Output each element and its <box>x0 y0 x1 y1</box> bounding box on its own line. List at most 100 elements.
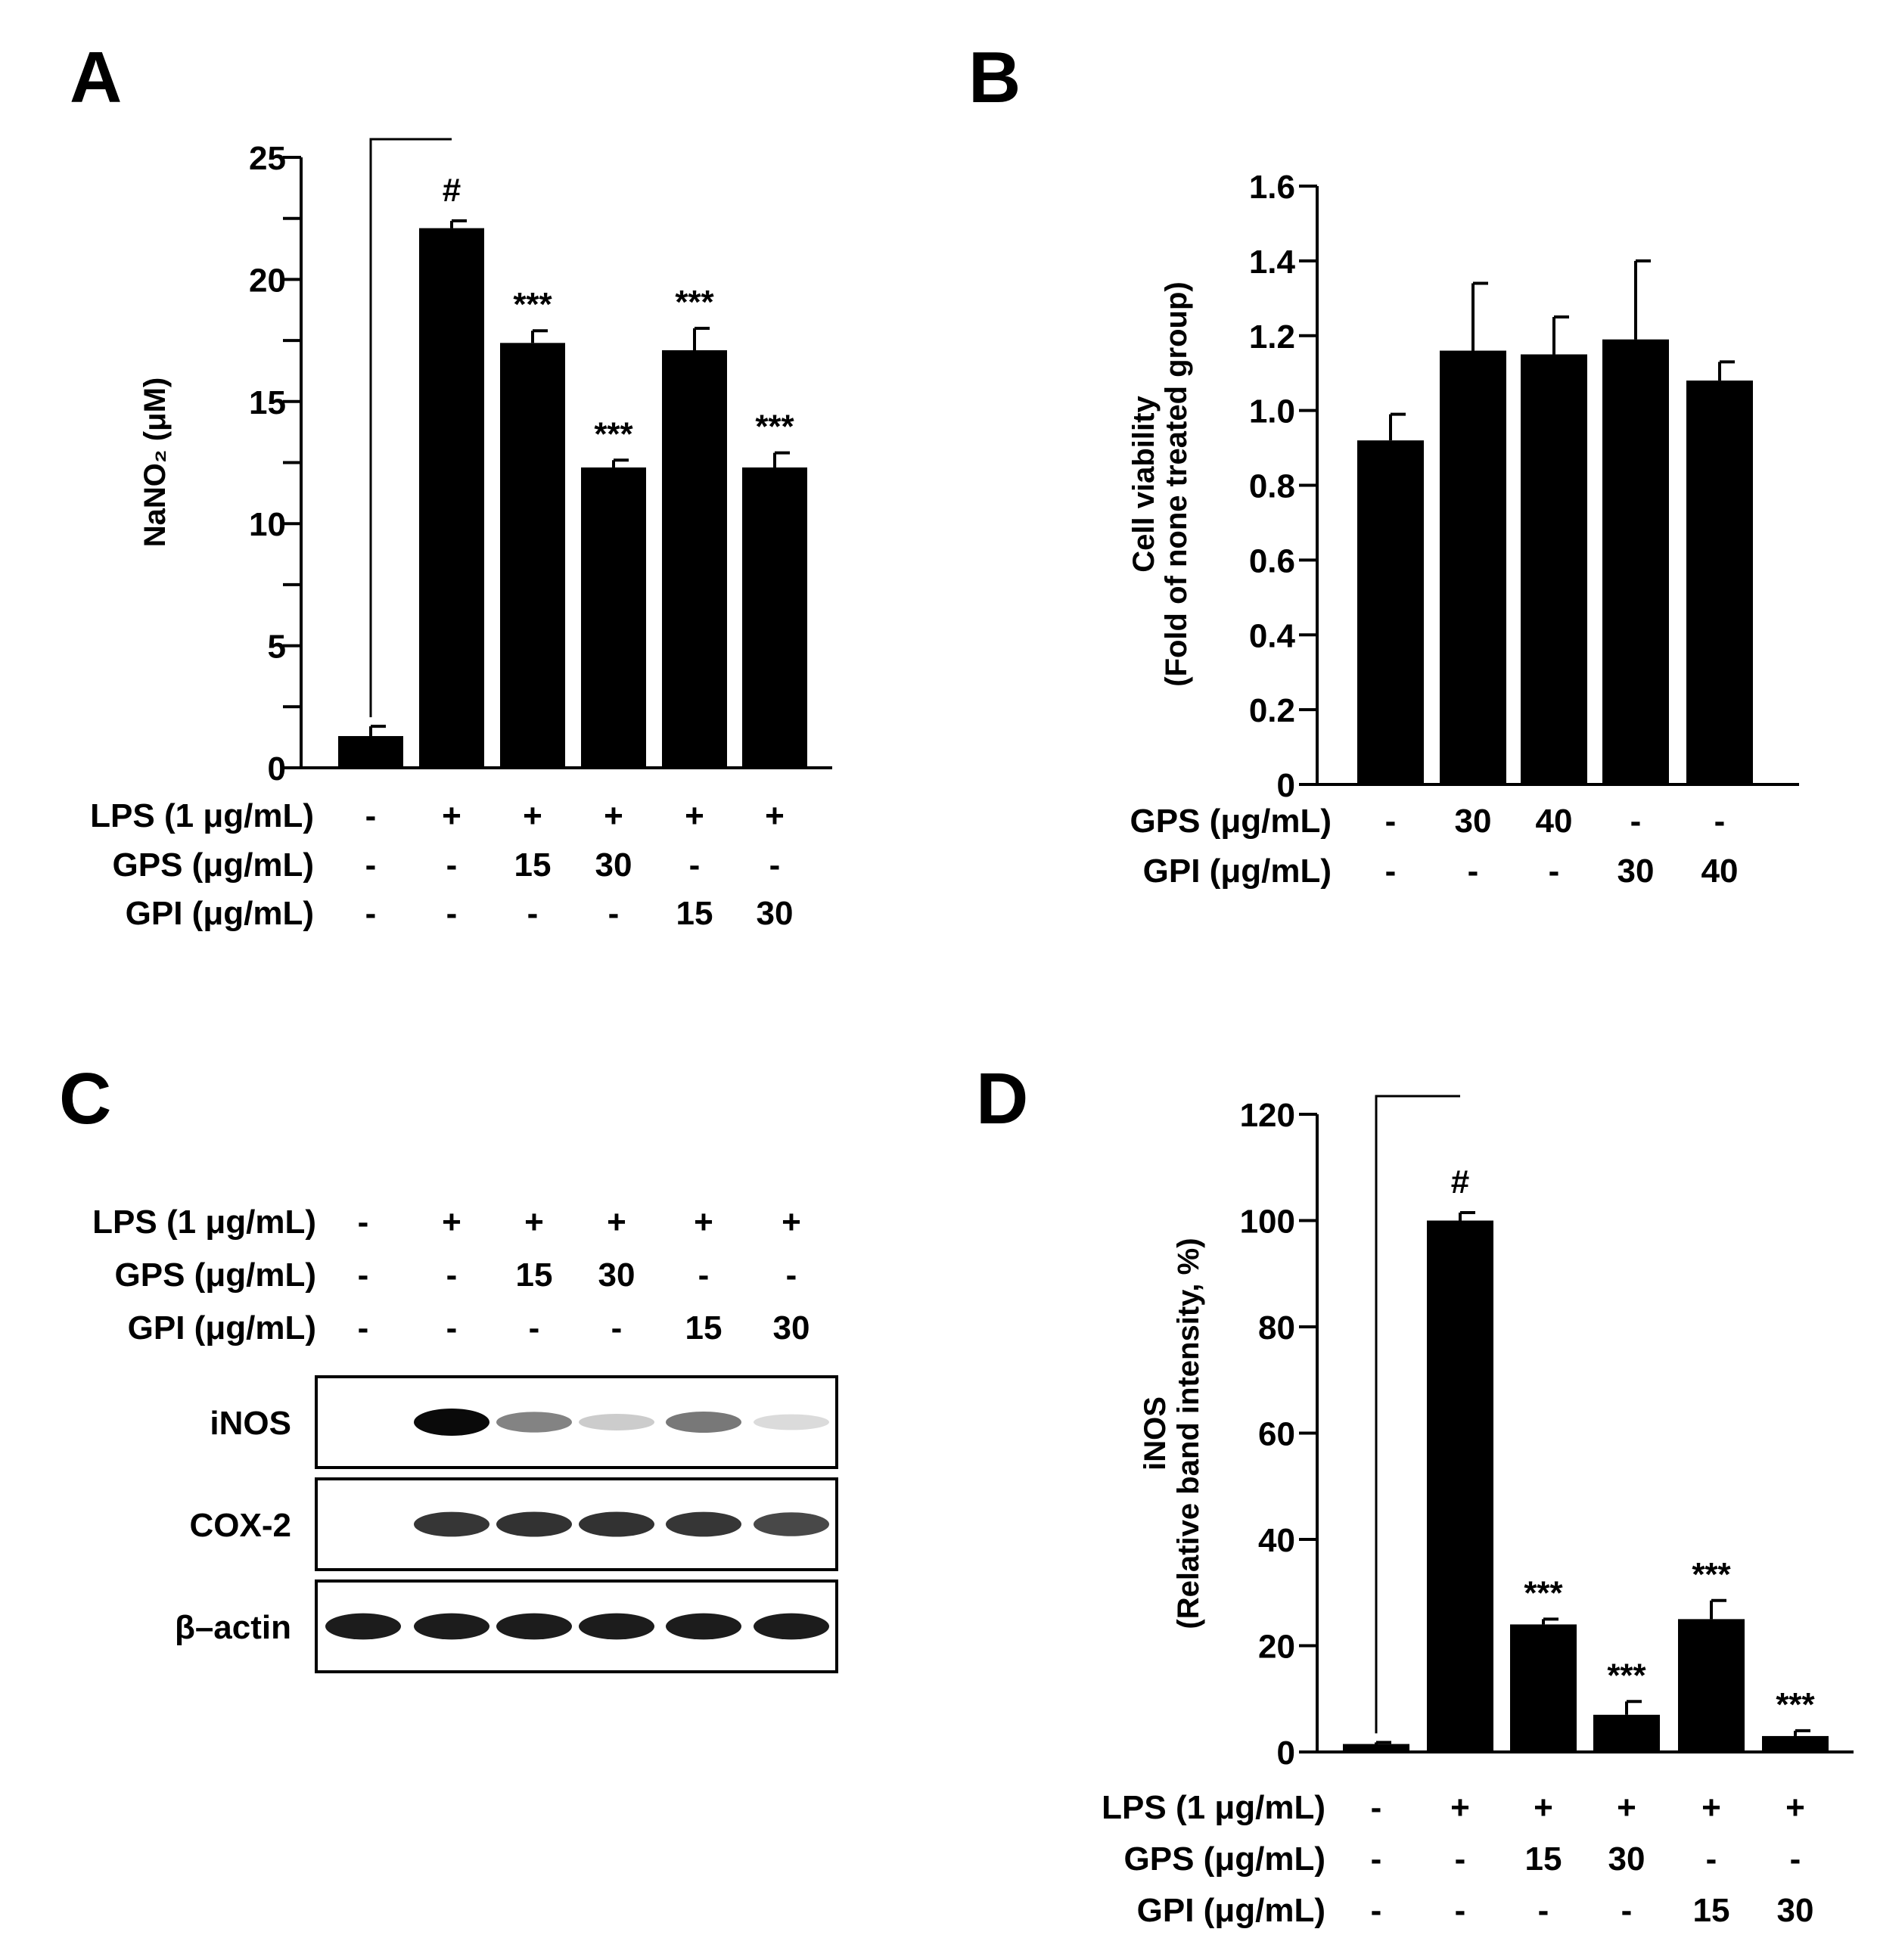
condition-value: - <box>1706 1840 1717 1878</box>
y-tick-label: 120 <box>1240 1097 1295 1134</box>
y-tick-label: 25 <box>249 140 286 177</box>
bar <box>581 467 646 768</box>
blot-band <box>754 1613 829 1640</box>
significance-stars: *** <box>513 286 552 323</box>
y-axis-label-line1: iNOS <box>1139 1396 1172 1471</box>
condition-label: GPS (μg/mL) <box>113 846 314 884</box>
y-tick-label: 80 <box>1258 1309 1295 1347</box>
bar <box>1686 381 1753 784</box>
condition-value: - <box>1468 853 1479 890</box>
significance-stars: *** <box>594 415 633 452</box>
condition-value: + <box>1785 1789 1805 1826</box>
y-tick-label: 100 <box>1240 1204 1295 1241</box>
bar <box>500 343 565 768</box>
y-axis-label: NaNO₂ (μM) <box>138 377 172 547</box>
significance-stars: *** <box>1607 1657 1646 1694</box>
y-tick-label: 20 <box>1258 1629 1295 1666</box>
significance-hash: # <box>1451 1163 1469 1201</box>
condition-value: - <box>527 895 539 932</box>
significance-hash: # <box>443 172 461 209</box>
condition-value: + <box>1534 1789 1553 1826</box>
blot-condition-value: - <box>358 1309 369 1347</box>
condition-value: + <box>1617 1789 1636 1826</box>
condition-value: - <box>365 846 377 884</box>
condition-value: - <box>1714 803 1726 840</box>
panel-letter-b: B <box>968 37 1021 118</box>
bar <box>1357 440 1424 784</box>
bar <box>1440 350 1506 784</box>
condition-value: - <box>608 895 620 932</box>
y-tick-label: 0.4 <box>1249 617 1296 654</box>
blot-condition-value: - <box>529 1309 540 1347</box>
condition-label: GPI (μg/mL) <box>1143 853 1332 890</box>
blot-condition-value: 15 <box>516 1256 553 1294</box>
significance-stars: *** <box>675 284 714 321</box>
y-tick-label: 0 <box>1277 1735 1295 1772</box>
blot-frame <box>315 1477 838 1571</box>
blot-condition-value: + <box>782 1204 801 1241</box>
condition-value: 40 <box>1701 853 1739 890</box>
condition-value: - <box>1371 1840 1382 1878</box>
y-tick-label: 0.2 <box>1249 692 1295 729</box>
blot-condition-value: - <box>698 1256 710 1294</box>
condition-label: GPI (μg/mL) <box>126 895 314 932</box>
condition-value: 30 <box>1777 1892 1814 1929</box>
blot-row-label: β–actin <box>175 1609 291 1646</box>
condition-value: + <box>765 797 785 834</box>
condition-value: - <box>1790 1840 1801 1878</box>
panel-letter-c: C <box>59 1058 111 1139</box>
blot-condition-value: - <box>611 1309 623 1347</box>
y-axis-label-line2: (Fold of none treated group) <box>1160 281 1193 687</box>
blot-frame <box>315 1579 838 1673</box>
blot-row-label: iNOS <box>210 1405 291 1442</box>
bar <box>1602 339 1669 785</box>
y-tick-label: 15 <box>249 384 286 421</box>
blot-condition-value: + <box>694 1204 713 1241</box>
bar <box>1678 1619 1745 1752</box>
y-tick-label: 10 <box>249 506 286 543</box>
condition-value: - <box>689 846 701 884</box>
bar <box>419 228 484 768</box>
blot-condition-value: + <box>607 1204 626 1241</box>
blot-condition-value: 30 <box>598 1256 636 1294</box>
condition-value: + <box>685 797 704 834</box>
comparison-bracket <box>1375 1095 1460 1734</box>
significance-stars: *** <box>755 408 794 446</box>
condition-value: 30 <box>757 895 794 932</box>
y-tick-label: 1.4 <box>1249 244 1296 281</box>
condition-value: - <box>446 895 458 932</box>
western-blot-c: LPS (1 μg/mL) - + + + + + GPS (μg/mL) - - 15 30 - - GP… <box>92 1204 838 1673</box>
condition-value: 30 <box>1608 1840 1645 1878</box>
blot-row-label: COX-2 <box>190 1507 291 1544</box>
blot-band <box>496 1613 572 1640</box>
blot-band <box>666 1511 741 1537</box>
condition-value: - <box>1385 853 1397 890</box>
y-tick-label: 1.6 <box>1249 169 1295 206</box>
condition-value: - <box>1538 1892 1549 1929</box>
blot-condition-value: 15 <box>685 1309 723 1347</box>
y-tick-label: 1.0 <box>1249 393 1295 430</box>
condition-value: 15 <box>1693 1892 1730 1929</box>
condition-value: 15 <box>1525 1840 1562 1878</box>
y-tick-label: 5 <box>268 629 286 666</box>
condition-value: - <box>446 846 458 884</box>
y-tick-label: 20 <box>249 262 286 299</box>
blot-condition-value: + <box>442 1204 461 1241</box>
condition-value: - <box>1455 1840 1466 1878</box>
condition-value: 15 <box>676 895 713 932</box>
condition-value: - <box>1385 803 1397 840</box>
condition-value: - <box>365 797 377 834</box>
blot-band <box>579 1511 654 1537</box>
blot-condition-value: - <box>446 1309 458 1347</box>
condition-value: - <box>1455 1892 1466 1929</box>
condition-label: GPI (μg/mL) <box>1137 1892 1325 1929</box>
blot-condition-label: GPS (μg/mL) <box>115 1256 316 1294</box>
condition-label: LPS (1 μg/mL) <box>90 797 314 834</box>
condition-value: + <box>442 797 461 834</box>
condition-value: - <box>1371 1789 1382 1826</box>
chart-b: 0 0.2 0.4 0.6 0.8 1.0 1.2 1.4 1.6 Cell viability(… <box>1127 169 1799 890</box>
significance-stars: *** <box>1776 1686 1815 1723</box>
condition-value: - <box>769 846 781 884</box>
chart-d: 0 20 40 60 80 100 120 iNOS (Relative band intens… <box>1102 1095 1854 1929</box>
blot-band <box>414 1409 489 1436</box>
